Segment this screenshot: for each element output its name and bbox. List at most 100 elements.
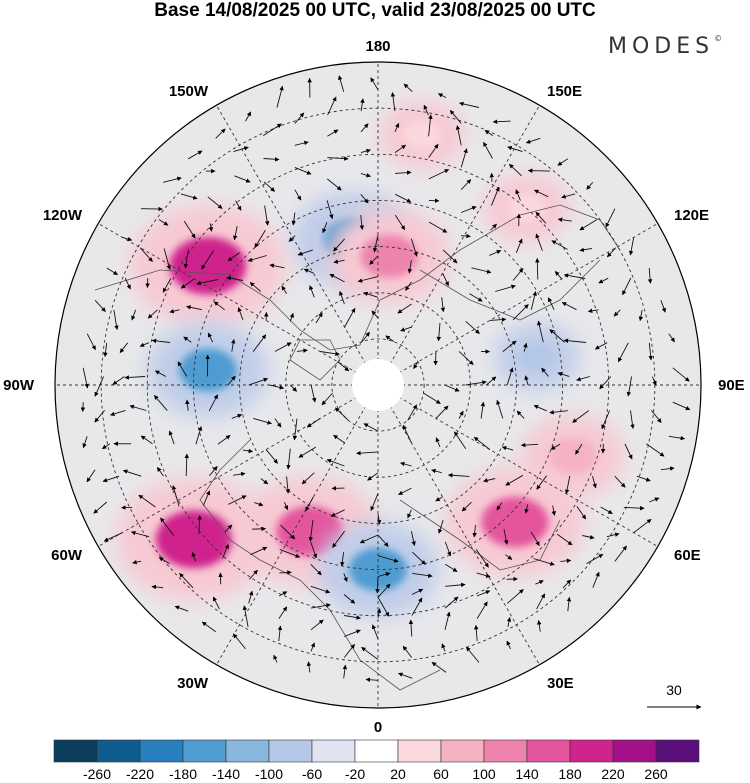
wind-vector [213, 301, 225, 311]
wind-vector [339, 290, 345, 305]
wind-vector [524, 504, 529, 514]
colorbar-swatch [53, 739, 98, 763]
wind-vector [444, 611, 451, 630]
wind-vector [547, 297, 555, 310]
wind-vector [101, 443, 111, 450]
wind-vector [505, 474, 524, 486]
wind-vector [557, 158, 569, 166]
wind-vector [535, 233, 543, 251]
wind-vector [343, 594, 356, 604]
wind-vector [191, 551, 197, 562]
wind-vector [516, 410, 525, 419]
wind-vector [294, 166, 312, 175]
wind-vector [449, 109, 462, 124]
wind-vector [263, 181, 276, 192]
wind-vector [363, 291, 379, 298]
wind-vector [586, 182, 594, 190]
lon-label-60e: 60E [674, 547, 701, 564]
lon-label-90w: 90W [3, 377, 35, 394]
wind-vector [224, 524, 233, 533]
wind-vector [260, 478, 269, 485]
wind-vector [613, 309, 621, 317]
wind-vector [622, 277, 632, 296]
wind-vector [623, 505, 645, 511]
wind-vector [215, 128, 226, 139]
colorbar-swatch [655, 739, 700, 763]
wind-vector [171, 485, 180, 507]
wind-vector [86, 469, 96, 483]
wind-vector [594, 342, 608, 350]
colorbar-tick-label: -100 [255, 766, 283, 782]
wind-vector [460, 179, 472, 191]
wind-vector [405, 281, 412, 291]
wind-vector [403, 83, 413, 93]
colorbar-tick-label: 60 [433, 766, 449, 782]
wind-vector [473, 436, 491, 450]
wind-vector [226, 276, 244, 281]
colorbar-tick-label: 260 [644, 766, 668, 782]
wind-vector [600, 506, 613, 514]
brand-name: MODES [608, 34, 715, 59]
wind-vector [431, 661, 447, 673]
wind-vector [365, 677, 379, 682]
wind-vector [326, 458, 345, 467]
wind-vector [484, 130, 494, 136]
wind-vector [645, 443, 665, 457]
anomaly-center-bering-high [360, 234, 419, 278]
wind-vector [356, 450, 379, 456]
wind-vector [490, 186, 500, 206]
wind-vector [94, 410, 105, 423]
wind-vector [277, 625, 283, 642]
lon-label-60w: 60W [51, 547, 83, 564]
wind-vector [163, 176, 182, 183]
wind-vector [233, 146, 249, 153]
wind-vector [428, 143, 439, 158]
wind-vector [435, 405, 449, 419]
wind-vector [361, 331, 370, 342]
latitude-circle [331, 338, 425, 432]
wind-vector [359, 534, 379, 544]
wind-vector [183, 336, 192, 343]
wind-vector [412, 551, 426, 565]
wind-vector [592, 571, 600, 588]
colorbar-tick-label: -260 [83, 766, 111, 782]
wind-vector [554, 271, 563, 280]
wind-vector [156, 467, 164, 477]
wind-vector [231, 413, 243, 419]
wind-vector [343, 573, 348, 583]
wind-vector [410, 238, 418, 257]
wind-vector [280, 524, 296, 540]
wind-vector [515, 238, 523, 253]
wind-vector [377, 583, 391, 598]
anomaly-center-greenland-sea-high [276, 506, 344, 557]
wind-vector [660, 300, 667, 313]
lon-label-90e: 90E [718, 377, 745, 394]
wind-vector [599, 376, 612, 390]
wind-vector [247, 255, 267, 262]
wind-vector [320, 351, 340, 356]
wind-vector [530, 531, 540, 547]
wind-vector [140, 435, 153, 445]
wind-vector [154, 370, 167, 377]
latitude-circle [192, 199, 564, 571]
lon-label-150w: 150W [169, 83, 209, 100]
wind-vector [624, 443, 633, 460]
wind-vector [158, 557, 170, 564]
wind-vector [408, 619, 414, 637]
wind-vector [180, 278, 195, 289]
wind-vector [124, 375, 146, 380]
wind-vector [82, 367, 89, 389]
wind-vector [360, 194, 369, 204]
wind-vector [524, 375, 529, 386]
wind-vector [651, 376, 657, 386]
wind-vector [235, 200, 242, 211]
wind-vector [360, 148, 371, 154]
wind-vector [423, 392, 441, 404]
wind-vector [638, 309, 644, 322]
wind-vector [147, 309, 158, 319]
wind-vector [217, 435, 231, 445]
wind-vector [469, 293, 483, 302]
wind-vector [298, 446, 317, 458]
wind-vector [93, 501, 108, 514]
